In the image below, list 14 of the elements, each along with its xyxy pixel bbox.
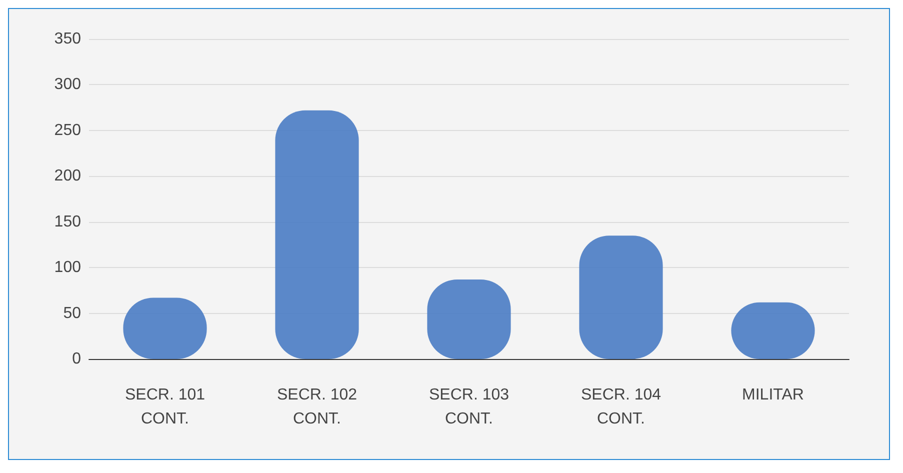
y-tick-label: 150 (54, 213, 82, 230)
y-tick-label: 50 (63, 304, 82, 322)
y-tick-label: 300 (54, 76, 82, 94)
y-tick-label: 200 (54, 168, 82, 185)
x-tick-label: SECR. 101 CONT. (124, 386, 206, 428)
y-tick-label: 350 (54, 30, 82, 48)
x-tick-label: SECR. 102 CONT. (276, 386, 358, 428)
y-tick-label: 250 (54, 122, 82, 139)
x-tick-label: SECR. 103 CONT. (428, 386, 510, 428)
x-tick-label: SECR. 104 CONT. (580, 386, 662, 428)
y-tick-label: 100 (54, 259, 82, 276)
x-tick-label: MILITAR (742, 386, 804, 404)
bar (275, 110, 359, 359)
y-tick-label: 0 (72, 350, 82, 368)
